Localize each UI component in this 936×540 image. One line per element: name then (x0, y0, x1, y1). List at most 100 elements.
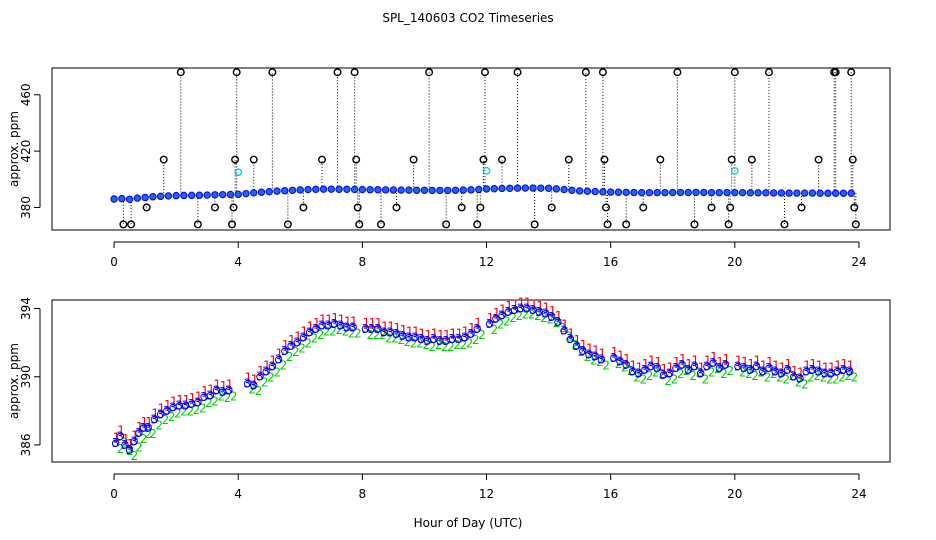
series-label-1: 1 (809, 357, 817, 371)
series-label-1: 1 (567, 326, 575, 340)
spike-point (847, 68, 856, 77)
series-label-2: 2 (391, 331, 399, 345)
series-label-1: 1 (127, 437, 135, 451)
baseline-point (521, 184, 530, 192)
x-tick-label: 0 (110, 487, 118, 501)
x-tick-label: 12 (479, 487, 494, 501)
series-label-2: 2 (515, 309, 523, 323)
baseline-point (614, 188, 623, 196)
series-label-1: 1 (816, 359, 824, 373)
series-label-1: 1 (642, 357, 650, 371)
series-label-3: 3 (405, 331, 413, 345)
series-point (116, 432, 124, 441)
baseline-point (731, 188, 739, 197)
series-label-2: 2 (497, 318, 505, 332)
baseline-point (599, 188, 607, 196)
spike-point (513, 68, 522, 77)
series-label-3: 3 (188, 397, 196, 411)
series-label-2: 2 (180, 405, 188, 419)
spike-point (479, 155, 488, 164)
series-label-2: 2 (311, 331, 319, 345)
spike-point (480, 68, 489, 77)
series-label-2: 2 (720, 367, 728, 381)
series-label-1: 1 (629, 359, 637, 373)
series-label-3: 3 (765, 361, 773, 375)
series-label-1: 1 (213, 377, 221, 391)
spike-point (747, 155, 756, 164)
series-label-2: 2 (329, 325, 337, 339)
baseline-point (715, 188, 723, 197)
series-label-1: 1 (660, 362, 668, 376)
series-label-3: 3 (684, 363, 692, 377)
series-label-3: 3 (579, 344, 587, 358)
series-label-3: 3 (244, 377, 252, 391)
series-label-1: 1 (561, 318, 569, 332)
series-label-1: 1 (350, 314, 358, 328)
spike-point (780, 220, 789, 229)
panel-top: 0 4 8 12 16 20 24 380 420 460 approx. ppm (7, 67, 891, 269)
series-label-2: 2 (795, 376, 803, 390)
baseline-point (257, 188, 266, 196)
series-label-3: 3 (492, 312, 500, 326)
spike-point (442, 220, 451, 229)
series-point (225, 386, 233, 395)
spike-point (283, 220, 292, 229)
spike-point (159, 155, 168, 164)
series-label-2: 2 (255, 384, 263, 398)
baseline-point (219, 190, 227, 199)
series-label-1: 1 (257, 364, 265, 378)
spike-point (603, 220, 612, 229)
series-label-1: 1 (698, 360, 706, 374)
series-label-1: 1 (331, 311, 339, 325)
series-point (845, 367, 854, 376)
series-label-2: 2 (782, 372, 790, 386)
series-label-3: 3 (554, 315, 562, 329)
spike-point (726, 203, 735, 212)
series-label-3: 3 (734, 360, 742, 374)
series-point (672, 364, 680, 372)
series-label-3: 3 (442, 334, 450, 348)
series-label-1: 1 (679, 352, 687, 366)
series-label-3: 3 (548, 310, 556, 324)
series-label-3: 3 (535, 305, 543, 319)
series-label-3: 3 (135, 426, 143, 440)
series-label-1: 1 (145, 415, 153, 429)
baseline-point (444, 186, 452, 195)
series-label-1: 1 (691, 354, 699, 368)
series-label-3: 3 (790, 370, 798, 384)
spike-point (127, 220, 136, 229)
x-tick-label: 20 (727, 255, 742, 269)
x-axis-label: Hour of Day (UTC) (414, 516, 523, 530)
series-label-3: 3 (560, 324, 568, 338)
series-label-1: 1 (847, 359, 855, 373)
spike-point (352, 155, 361, 164)
series-label-3: 3 (144, 421, 152, 435)
series-label-1: 1 (493, 306, 501, 320)
series-label-3: 3 (573, 339, 581, 353)
spike-point (355, 220, 364, 229)
series-point (349, 323, 357, 331)
series-label-3: 3 (455, 332, 463, 346)
spike-point (228, 220, 237, 229)
baseline-point (327, 185, 336, 193)
series-label-2: 2 (491, 323, 499, 337)
series-label-2: 2 (826, 372, 834, 386)
series-label-3: 3 (324, 319, 332, 333)
series-label-3: 3 (262, 365, 270, 379)
series-label-3: 3 (256, 370, 264, 384)
series-label-1: 1 (362, 316, 370, 330)
spike-point (350, 68, 359, 77)
series-label-3: 3 (312, 322, 320, 336)
baseline-point (397, 186, 405, 194)
series-label-2: 2 (633, 371, 641, 385)
series-label-3: 3 (268, 360, 276, 374)
series-label-3: 3 (659, 368, 667, 382)
series-label-1: 1 (667, 360, 675, 374)
x-tick-label: 12 (479, 255, 494, 269)
series-label-3: 3 (386, 325, 394, 339)
series-label-1: 1 (617, 348, 625, 362)
baseline-point (195, 191, 204, 199)
series-label-3: 3 (784, 363, 792, 377)
baseline-point (684, 188, 692, 197)
